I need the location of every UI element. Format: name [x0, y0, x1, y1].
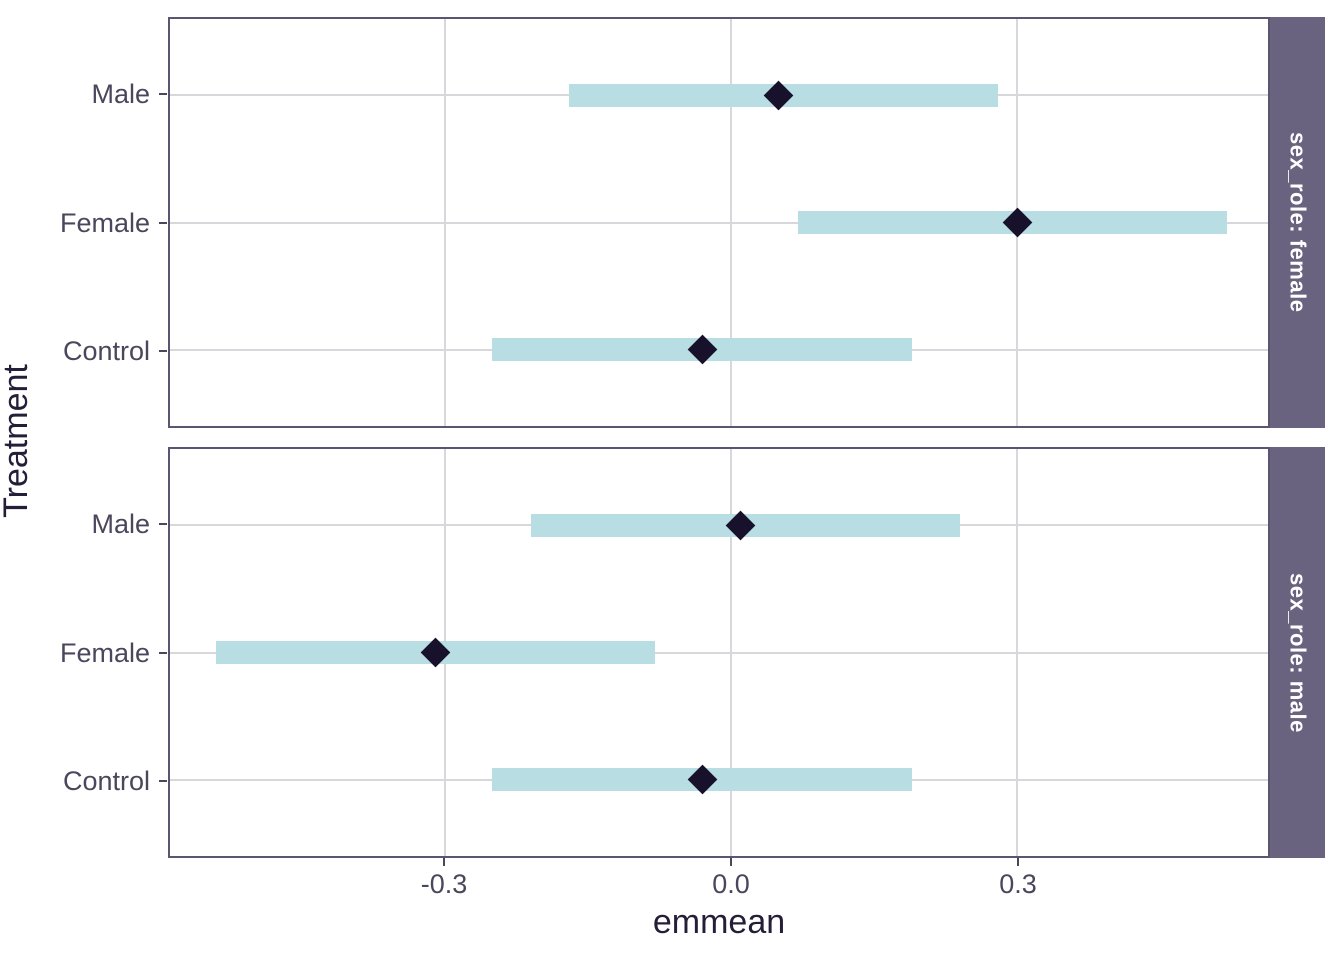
x-tick-mark — [730, 858, 732, 866]
facet-strip-1: sex_role: male — [1270, 447, 1325, 858]
x-tick-mark — [443, 858, 445, 866]
y-tick-label: Female — [59, 638, 150, 668]
facet-panel-0 — [168, 17, 1270, 428]
facet-strip-0: sex_role: female — [1270, 17, 1325, 428]
y-tick-mark — [159, 93, 167, 95]
x-tick-label: 0.3 — [999, 869, 1037, 899]
x-tick-mark — [1017, 858, 1019, 866]
y-tick-label: Control — [62, 336, 150, 366]
y-tick-mark — [159, 652, 167, 654]
y-gridline — [170, 651, 1268, 654]
y-axis-title: Treatment — [0, 364, 35, 518]
x-axis-title: emmean — [652, 903, 786, 941]
y-gridline — [170, 221, 1268, 224]
y-tick-mark — [159, 780, 167, 782]
x-tick-label: 0.0 — [712, 869, 750, 899]
y-tick-mark — [159, 222, 167, 224]
x-tick-label: -0.3 — [420, 869, 468, 899]
facet-strip-label: sex_role: female — [1285, 132, 1311, 313]
y-tick-mark — [159, 523, 167, 525]
y-tick-mark — [159, 350, 167, 352]
y-tick-label: Control — [62, 766, 150, 796]
facet-strip-label: sex_role: male — [1285, 572, 1311, 733]
facet-panel-1 — [168, 447, 1270, 858]
y-tick-label: Male — [91, 79, 150, 109]
y-tick-label: Male — [91, 509, 150, 539]
y-tick-label: Female — [59, 208, 150, 238]
